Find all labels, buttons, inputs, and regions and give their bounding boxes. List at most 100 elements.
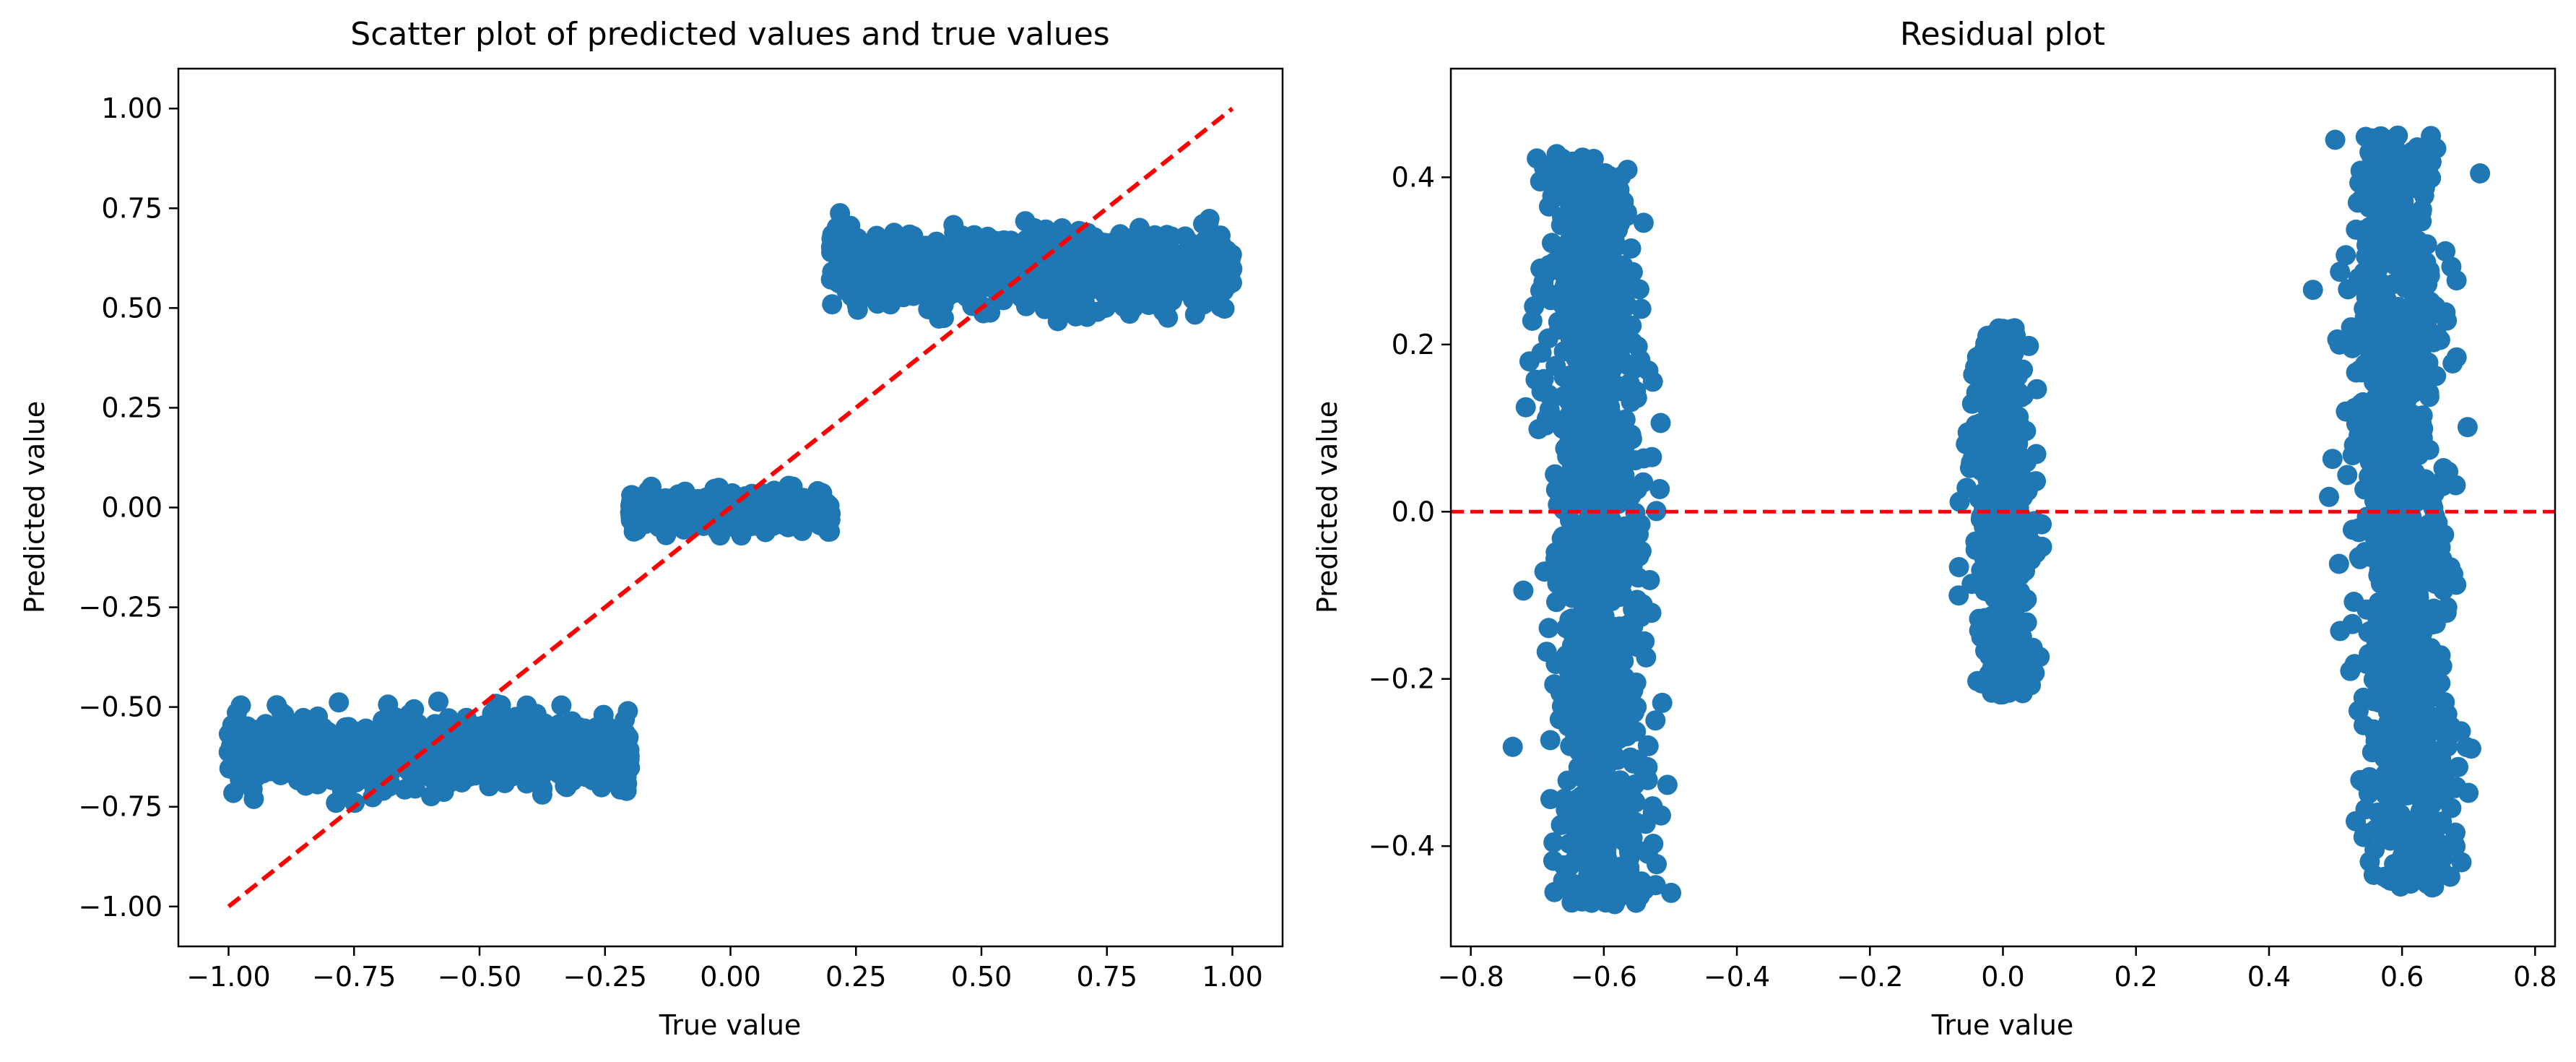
data-point	[1551, 475, 1571, 496]
data-point	[2431, 743, 2452, 764]
data-point	[1968, 457, 1988, 478]
y-tick-label: −0.75	[79, 791, 162, 823]
data-point	[2419, 387, 2440, 407]
data-point	[2427, 512, 2448, 533]
data-point	[993, 264, 1014, 285]
x-tick-label: 0.0	[1981, 961, 2024, 993]
data-point	[1630, 514, 1651, 535]
data-point	[2416, 311, 2437, 332]
data-point	[2388, 581, 2408, 602]
y-tick-label: 0.00	[101, 492, 162, 524]
data-point	[1615, 436, 1636, 457]
data-point	[1652, 692, 1673, 713]
data-point	[1047, 298, 1068, 319]
data-point	[668, 484, 689, 505]
data-point	[2327, 329, 2348, 350]
data-point	[1600, 659, 1621, 680]
data-point	[461, 751, 482, 772]
data-point	[637, 483, 658, 504]
data-point	[2437, 704, 2458, 725]
y-tick-label: 0.4	[1392, 161, 1435, 193]
data-point	[1544, 674, 1565, 695]
data-point	[2407, 155, 2428, 176]
data-point	[2400, 832, 2421, 852]
data-point	[1966, 347, 1987, 368]
data-point	[1987, 450, 2008, 471]
x-tick-label: −0.75	[312, 961, 396, 993]
data-point	[555, 775, 576, 796]
data-point	[510, 730, 531, 751]
data-point	[2003, 444, 2023, 465]
data-point	[1608, 694, 1629, 715]
data-point	[2384, 822, 2405, 843]
data-point	[1553, 870, 1574, 891]
data-point	[1645, 875, 1666, 896]
data-point	[1022, 280, 1043, 301]
data-point	[1083, 266, 1103, 287]
data-point	[1564, 801, 1584, 822]
data-point	[2403, 406, 2424, 427]
data-point	[1583, 312, 1604, 333]
data-point	[2425, 574, 2446, 595]
data-point	[1974, 558, 1995, 579]
data-point	[2366, 633, 2387, 654]
data-point	[530, 769, 551, 790]
data-point	[2330, 621, 2351, 642]
data-point	[1998, 579, 2019, 600]
residual-panel: −0.8 −0.6 −0.4 −0.2 0.0 0.2 0.4 0.6 0.8 −0.4−0.2…	[1311, 16, 2557, 1041]
data-point	[2442, 353, 2463, 374]
data-point	[1613, 781, 1634, 802]
data-point	[2426, 366, 2447, 387]
data-point	[1182, 289, 1203, 310]
data-point	[2383, 606, 2404, 627]
data-point	[2411, 199, 2432, 220]
data-point	[2367, 608, 2388, 629]
data-point	[858, 249, 878, 270]
data-point	[1540, 789, 1561, 810]
data-point	[1981, 606, 2002, 627]
data-point	[903, 284, 924, 305]
data-point	[2369, 384, 2390, 405]
data-point	[911, 258, 932, 279]
data-point	[2325, 129, 2346, 150]
y-tick-label: 0.0	[1392, 496, 1435, 527]
data-point	[2336, 245, 2356, 266]
data-point	[526, 741, 547, 761]
data-point	[2395, 245, 2415, 266]
x-tick-label: 0.2	[2114, 961, 2157, 993]
data-point	[1553, 256, 1574, 277]
data-point	[2395, 213, 2416, 234]
x-tick-label: 0.25	[825, 961, 887, 993]
data-point	[1105, 260, 1126, 281]
data-point	[1582, 285, 1603, 306]
data-point	[1561, 892, 1582, 913]
x-tick-label: −0.2	[1836, 961, 1903, 993]
data-point	[1613, 279, 1634, 299]
data-point	[1661, 882, 1682, 903]
data-point	[1626, 387, 1647, 408]
data-point	[2379, 306, 2400, 327]
data-point	[2433, 784, 2454, 805]
data-point	[1220, 247, 1241, 268]
data-point	[1984, 405, 2005, 425]
data-point	[1987, 644, 2008, 665]
data-point	[2374, 152, 2395, 173]
data-point	[691, 506, 712, 527]
data-point	[1214, 298, 1235, 319]
data-point	[2470, 163, 2491, 184]
data-point	[1627, 336, 1648, 357]
data-point	[2010, 660, 2030, 681]
data-point	[243, 788, 264, 809]
data-point	[847, 299, 868, 320]
data-point	[1582, 349, 1603, 370]
data-point	[1542, 186, 1563, 207]
data-point	[2346, 413, 2367, 434]
data-point	[1563, 626, 1584, 647]
data-point	[1962, 438, 1983, 458]
data-point	[2344, 654, 2365, 675]
data-point	[776, 492, 797, 513]
data-point	[357, 749, 378, 770]
x-tick-label: 1.00	[1202, 961, 1263, 993]
x-tick-label: 0.75	[1076, 961, 1137, 993]
data-point	[1987, 375, 2008, 396]
